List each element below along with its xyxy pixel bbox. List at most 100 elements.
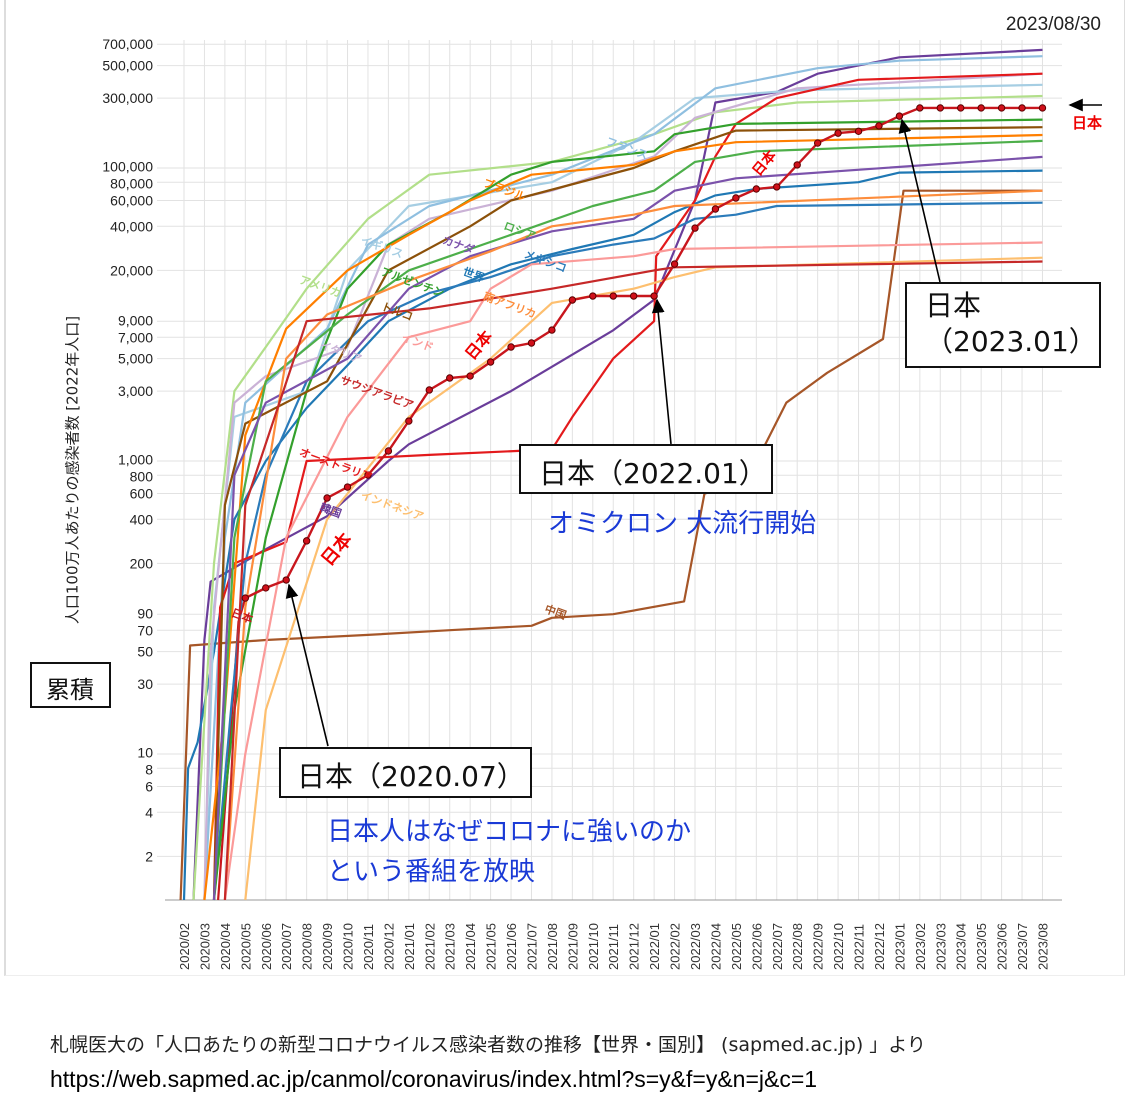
- source-text: 札幌医大の「人口あたりの新型コロナウイルス感染者数の推移【世界・国別】 (sap…: [50, 1034, 926, 1056]
- arrow-japan-2022-01: [651, 298, 672, 445]
- right-japan-label: 日本: [1072, 114, 1103, 132]
- japan-data-point: [732, 194, 740, 202]
- series-line-オーストラリア: [212, 72, 1043, 901]
- japan-data-point: [916, 104, 924, 112]
- chart-date: 2023/08/30: [1005, 14, 1101, 35]
- annotation-japan-2022-01: 日本（2022.01）: [519, 444, 773, 494]
- y-tick-label: 7,000: [118, 330, 153, 346]
- y-tick-label: 5,000: [118, 351, 153, 367]
- x-tick-label: 2023/04: [954, 923, 969, 970]
- japan-line: [244, 106, 1043, 600]
- y-tick-label: 50: [137, 644, 153, 660]
- japan-data-point: [384, 447, 393, 455]
- omicron-note: オミクロン 大流行開始: [548, 509, 817, 539]
- x-tick-label: 2022/11: [852, 924, 867, 970]
- y-tick-label: 700,000: [102, 36, 153, 52]
- x-tick-label: 2022/07: [770, 923, 785, 970]
- japan-data-point: [1038, 104, 1047, 112]
- annotation-japan-2023-01-line1: 日本: [925, 289, 982, 322]
- x-tick-label: 2020/12: [381, 923, 396, 970]
- japan-data-point: [977, 104, 985, 112]
- x-tick-label: 2020/11: [361, 924, 376, 970]
- japan-data-point: [364, 471, 372, 479]
- japan-data-point: [302, 537, 311, 545]
- x-tick-label: 2022/06: [749, 923, 764, 970]
- series-line-カナダ: [212, 155, 1043, 901]
- japan-data-point: [773, 183, 781, 191]
- x-tick-label: 2021/03: [443, 923, 458, 970]
- source-url[interactable]: https://web.sapmed.ac.jp/canmol/coronavi…: [50, 1066, 818, 1092]
- japan-data-point: [1018, 104, 1026, 112]
- japan-data-point: [548, 326, 556, 334]
- japan-data-point: [650, 292, 658, 300]
- y-tick-label: 1,000: [118, 452, 153, 468]
- japan-data-point: [425, 386, 433, 394]
- x-tick-label: 2020/02: [177, 923, 192, 970]
- y-tick-label: 10: [137, 745, 153, 761]
- series-line-トルコ: [212, 126, 1043, 901]
- y-tick-label: 400: [130, 511, 154, 527]
- japan-data-point: [343, 483, 352, 491]
- y-axis-title: 人口100万人あたりの感染者数 [2022年人口]: [63, 315, 82, 625]
- japan-data-point: [957, 104, 965, 112]
- y-tick-label: 80,000: [110, 176, 153, 192]
- arrow-japan-2023-01: [898, 118, 941, 283]
- y-tick-label: 800: [130, 469, 154, 485]
- japan-data-point: [711, 205, 720, 213]
- japan-data-point: [323, 494, 331, 502]
- series-line-南アフリカ: [223, 189, 1043, 901]
- japan-data-point: [936, 104, 944, 112]
- x-tick-label: 2022/04: [708, 923, 723, 970]
- x-tick-label: 2022/12: [872, 923, 887, 970]
- x-tick-label: 2022/01: [647, 923, 662, 970]
- x-tick-label: 2021/04: [463, 923, 478, 970]
- x-tick-label: 2022/08: [790, 923, 805, 970]
- x-tick-label: 2020/10: [341, 923, 356, 970]
- series-line-フランス: [203, 55, 1043, 901]
- japan-data-point: [670, 260, 679, 268]
- series-line-メキシコ: [212, 201, 1043, 901]
- x-tick-label: 2021/01: [402, 923, 417, 970]
- x-tick-label: 2022/05: [729, 923, 744, 970]
- japan-data-point: [752, 185, 761, 193]
- cumulative-box: 累積: [30, 662, 111, 708]
- y-tick-label: 600: [130, 486, 154, 502]
- japan-data-point: [282, 576, 290, 584]
- x-tick-label: 2023/07: [1015, 923, 1030, 970]
- y-tick-label: 300,000: [102, 90, 153, 106]
- japan-data-point: [875, 122, 883, 130]
- japan-data-point: [568, 296, 577, 304]
- x-tick-label: 2020/09: [320, 923, 335, 970]
- japan-data-point: [405, 417, 413, 425]
- japan-data-point: [629, 292, 638, 300]
- annotation-japan-2020-07: 日本（2020.07）: [279, 747, 532, 798]
- y-tick-label: 30: [137, 676, 153, 692]
- x-tick-label: 2023/05: [974, 923, 989, 970]
- japan-data-point: [813, 139, 822, 147]
- x-tick-label: 2020/06: [259, 923, 274, 970]
- tv-note-line2: という番組を放映: [327, 857, 536, 887]
- annotation-japan-2023-01-line2: （2023.01）: [925, 325, 1097, 358]
- x-tick-label: 2020/07: [279, 923, 294, 970]
- y-tick-label: 8: [145, 762, 153, 778]
- tv-note-line1: 日本人はなぜコロナに強いのか: [327, 817, 692, 847]
- series-line-インド: [223, 241, 1043, 901]
- x-tick-label: 2023/08: [1035, 923, 1050, 970]
- y-tick-label: 200: [130, 555, 154, 571]
- japan-data-point: [589, 292, 597, 300]
- x-tick-label: 2022/02: [668, 923, 683, 970]
- x-tick-label: 2021/02: [422, 923, 437, 970]
- y-tick-label: 60,000: [110, 193, 153, 209]
- y-tick-label: 20,000: [110, 262, 153, 278]
- x-tick-label: 2023/01: [892, 923, 907, 970]
- x-tick-label: 2021/12: [627, 923, 642, 970]
- japan-data-point: [486, 358, 495, 366]
- series-line-アメリカ: [192, 94, 1043, 901]
- x-tick-label: 2023/02: [913, 923, 928, 970]
- japan-data-point: [466, 372, 474, 380]
- y-tick-label: 4: [145, 804, 153, 820]
- japan-data-point: [997, 104, 1006, 112]
- arrow-japan-2020-07: [285, 583, 329, 747]
- x-tick-label: 2020/04: [218, 923, 233, 970]
- x-tick-label: 2020/08: [300, 923, 315, 970]
